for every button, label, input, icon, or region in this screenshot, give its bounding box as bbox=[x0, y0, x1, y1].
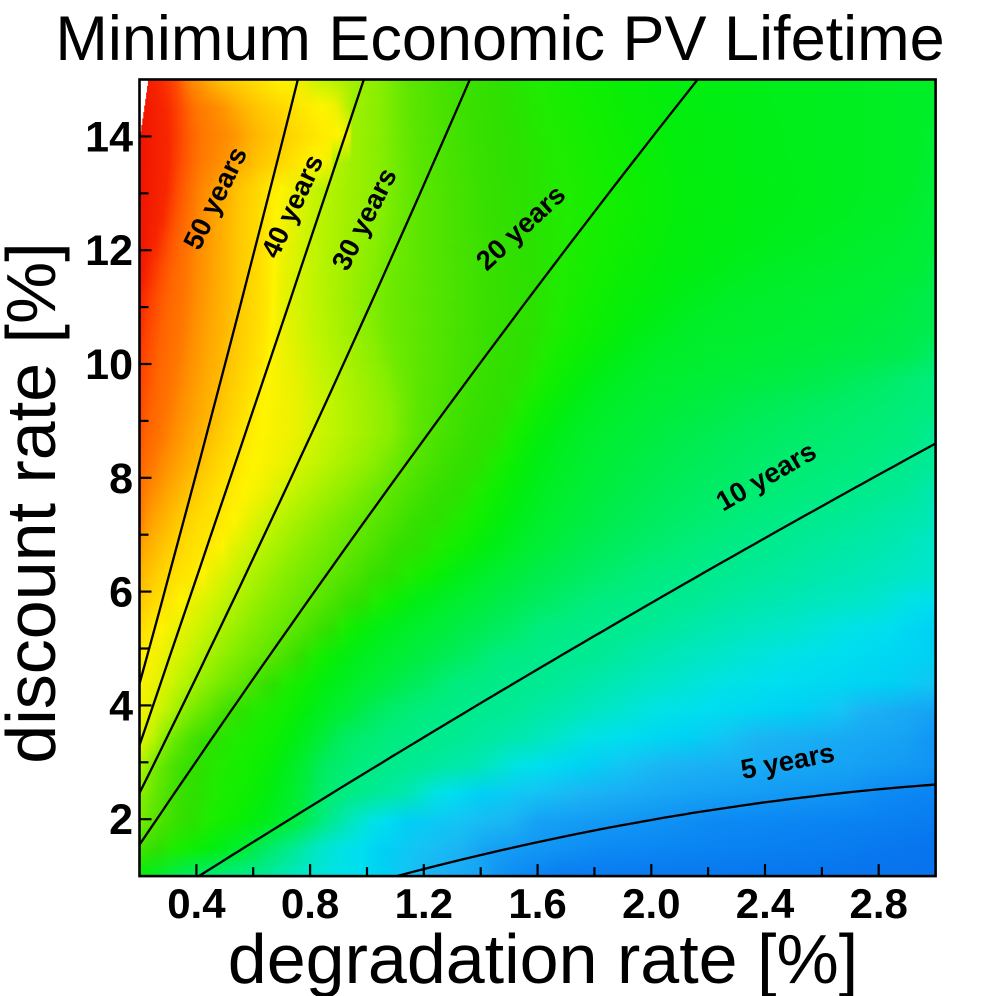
svg-text:12: 12 bbox=[85, 227, 133, 275]
svg-text:degradation rate [%]: degradation rate [%] bbox=[228, 920, 858, 996]
svg-text:14: 14 bbox=[85, 113, 133, 161]
svg-text:8: 8 bbox=[109, 455, 133, 503]
svg-text:6: 6 bbox=[109, 569, 133, 617]
svg-text:Minimum Economic PV Lifetime: Minimum Economic PV Lifetime bbox=[55, 4, 944, 74]
svg-text:1.6: 1.6 bbox=[508, 880, 566, 927]
svg-text:discount rate [%]: discount rate [%] bbox=[0, 242, 70, 763]
svg-text:0.4: 0.4 bbox=[167, 880, 226, 927]
svg-text:0.8: 0.8 bbox=[281, 880, 339, 927]
svg-text:4: 4 bbox=[109, 682, 133, 730]
svg-text:10: 10 bbox=[85, 341, 133, 389]
svg-text:2: 2 bbox=[109, 796, 133, 844]
svg-text:2.0: 2.0 bbox=[622, 880, 680, 927]
svg-text:1.2: 1.2 bbox=[395, 880, 453, 927]
svg-text:2.8: 2.8 bbox=[850, 880, 908, 927]
svg-text:2.4: 2.4 bbox=[736, 880, 795, 927]
